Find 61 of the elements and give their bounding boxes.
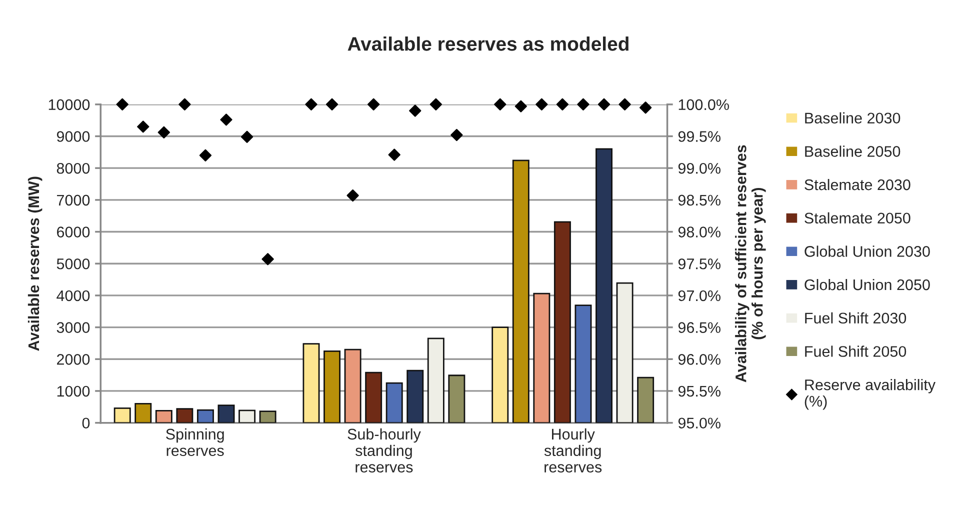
bar <box>344 348 362 423</box>
bar <box>574 304 592 423</box>
bar <box>616 282 634 423</box>
y2-tick-label: 98.5% <box>678 194 720 206</box>
bar <box>386 382 403 423</box>
bar <box>114 407 131 423</box>
y-tick-label: 0 <box>82 418 90 429</box>
bar <box>218 404 235 423</box>
y-tick-label: 7000 <box>57 194 90 206</box>
bar <box>533 292 550 423</box>
y-tick-label: 9000 <box>56 131 90 142</box>
y-tick-label: 5000 <box>56 258 90 270</box>
bar <box>302 343 320 423</box>
bar <box>512 160 530 423</box>
y2-tick-label: 97.5% <box>678 258 720 270</box>
x-tick-label: Hourly standing reserves <box>544 428 602 473</box>
y-tick-label: 8000 <box>56 162 90 174</box>
bar <box>637 376 654 423</box>
bar <box>406 370 424 423</box>
y2-tick-label: 95.0% <box>678 418 720 429</box>
bar <box>365 372 382 423</box>
legend-label: Reserve availability (%) <box>804 379 936 410</box>
y-tick-label: 3000 <box>56 322 90 333</box>
legend-label: Global Union 2030 <box>804 246 930 257</box>
bar <box>492 326 509 423</box>
legend-label: Stalemate 2030 <box>804 178 910 190</box>
bar <box>196 409 214 423</box>
y2-tick-label: 98.0% <box>678 226 720 238</box>
y-tick-label: 4000 <box>56 290 90 302</box>
y2-tick-label: 99.0% <box>678 162 720 174</box>
legend-label: Global Union 2050 <box>804 278 930 290</box>
y-tick-label: 2000 <box>57 354 90 365</box>
bar <box>238 410 256 423</box>
bar <box>176 408 194 423</box>
y-tick-label: 6000 <box>57 226 90 238</box>
x-tick-label: Spinning reserves <box>166 428 224 456</box>
bar <box>427 338 444 423</box>
legend-label: Fuel Shift 2030 <box>805 312 906 324</box>
bar <box>324 350 341 423</box>
legend-label: Stalemate 2050 <box>804 212 910 224</box>
chart-title: Available reserves as modeled <box>348 36 628 51</box>
legend-label: Baseline 2030 <box>805 112 900 124</box>
y2-tick-label: 97.0% <box>678 290 720 302</box>
bar <box>155 410 172 423</box>
y-axis-title: Available reserves (MW) <box>28 176 42 351</box>
legend-label: Baseline 2050 <box>805 146 900 157</box>
y-tick-label: 1000 <box>57 386 90 397</box>
bar <box>134 403 152 423</box>
bar <box>554 221 571 423</box>
y2-axis-title: Availability of sufficient reserves (% of hours per year) <box>735 145 766 382</box>
bar <box>448 374 466 423</box>
y2-tick-label: 96.5% <box>678 322 720 333</box>
y2-tick-label: 100.0% <box>678 99 729 110</box>
legend-label: Fuel Shift 2050 <box>805 346 906 357</box>
y2-tick-label: 96.0% <box>678 354 720 365</box>
bar <box>259 410 276 423</box>
y2-tick-label: 99.5% <box>678 131 720 142</box>
bar <box>596 148 612 423</box>
y-tick-label: 10000 <box>48 99 90 110</box>
x-tick-label: Sub-hourly standing reserves <box>348 428 421 473</box>
y2-tick-label: 95.5% <box>678 386 720 397</box>
